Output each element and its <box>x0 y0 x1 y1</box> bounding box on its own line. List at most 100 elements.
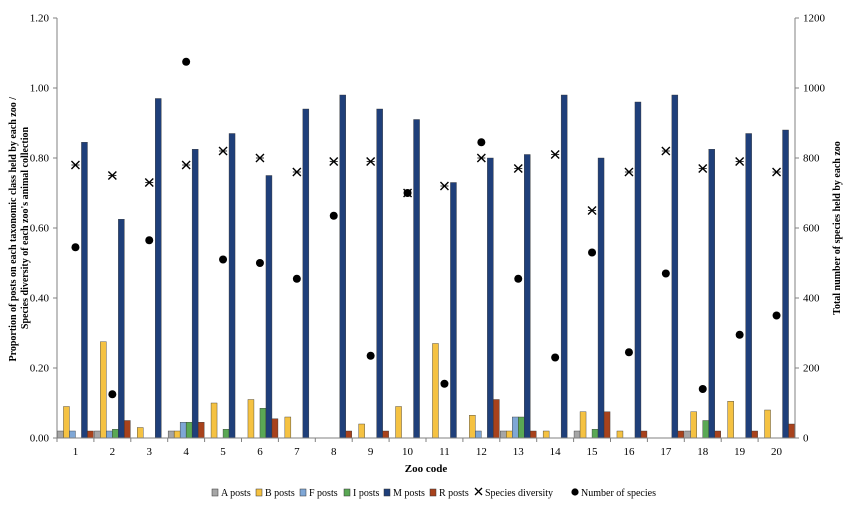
bar-m-posts <box>708 149 715 439</box>
bar-a-posts <box>57 430 64 439</box>
y2-tick-label: 1200 <box>803 13 826 25</box>
x-tick-label: 12 <box>476 446 487 458</box>
number-of-species-marker <box>477 138 486 147</box>
species-diversity-marker <box>292 167 302 177</box>
species-diversity-marker <box>366 157 376 166</box>
species-diversity-marker <box>181 160 191 170</box>
bar-m-posts <box>634 101 642 439</box>
y-tick-label: 0.60 <box>30 223 50 235</box>
bar-m-posts <box>155 98 162 439</box>
bar-r-posts <box>271 418 279 439</box>
number-of-species-marker <box>514 274 523 283</box>
number-of-species-marker <box>219 255 228 264</box>
bar-r-posts <box>124 420 131 439</box>
number-of-species-marker <box>588 248 597 257</box>
bar-m-posts <box>265 175 273 439</box>
bar-a-posts <box>167 430 175 439</box>
bar-a-posts <box>684 430 691 439</box>
bars <box>57 94 795 439</box>
bar-i-posts <box>112 429 119 439</box>
number-of-species-marker <box>182 57 191 66</box>
x-tick-label: 9 <box>368 446 374 458</box>
x-tick-label: 7 <box>294 446 300 458</box>
bar-m-posts <box>413 119 420 439</box>
bar-m-posts <box>782 129 789 439</box>
bar-f-posts <box>69 430 76 439</box>
number-of-species-marker <box>71 243 80 252</box>
legend-item: I posts <box>343 488 380 499</box>
x-tick-label: 19 <box>734 446 746 458</box>
bar-f-posts <box>179 422 187 439</box>
x-tick-label: 2 <box>110 446 116 458</box>
species-diversity-marker <box>107 171 117 180</box>
y-axis-label: Proportion of posts on each taxonomic cl… <box>8 94 31 361</box>
x-tick-label: 16 <box>623 446 635 458</box>
legend-label: B posts <box>265 488 295 499</box>
x-tick-label: 14 <box>550 446 562 458</box>
legend-label: F posts <box>309 488 338 499</box>
legend-item: M posts <box>383 488 425 499</box>
bar-r-posts <box>345 430 352 439</box>
bar-i-posts <box>518 416 525 439</box>
legend-label: M posts <box>393 488 425 499</box>
bar-r-posts <box>603 411 611 439</box>
y-tick-label: 1.00 <box>30 83 50 95</box>
bar-r-posts <box>677 430 685 439</box>
legend-swatch-dot <box>571 488 579 496</box>
bar-i-posts <box>591 429 599 439</box>
species-diversity-marker <box>772 167 782 177</box>
bar-i-posts <box>222 429 230 439</box>
bar-b-posts <box>210 402 218 439</box>
species-diversity-marker <box>70 160 80 170</box>
y2-tick-label: 800 <box>803 153 820 165</box>
bar-r-posts <box>87 430 94 439</box>
number-of-species-marker <box>329 211 338 220</box>
bar-r-posts <box>751 430 758 439</box>
species-diversity-marker <box>144 178 154 187</box>
y2-tick-label: 600 <box>803 223 820 235</box>
species-diversity-marker <box>439 181 449 191</box>
bar-b-posts <box>579 411 587 439</box>
bar-m-posts <box>671 94 679 439</box>
y-tick-label: 0.20 <box>30 363 50 375</box>
bar-r-posts <box>493 399 500 439</box>
legend-label: R posts <box>439 488 469 499</box>
y-axis-label-line-1: Proportion of posts on each taxonomic cl… <box>8 97 19 362</box>
legend-item: R posts <box>429 488 469 499</box>
x-tick-label: 8 <box>331 446 337 458</box>
bar-m-posts <box>745 133 752 439</box>
x-tick-label: 4 <box>183 446 189 458</box>
bar-m-posts <box>376 108 383 439</box>
legend-swatch <box>429 488 437 497</box>
bar-b-posts <box>690 411 697 439</box>
number-of-species-marker <box>403 189 412 197</box>
number-of-species-marker <box>772 311 781 320</box>
bar-m-posts <box>339 94 346 439</box>
bar-i-posts <box>702 420 709 439</box>
bar-a-posts <box>573 430 581 439</box>
legend-item: Species diversity <box>474 487 553 499</box>
legend-item: F posts <box>299 488 338 499</box>
y-tick-label: 1.20 <box>30 13 50 25</box>
bar-b-posts <box>137 427 144 439</box>
species-diversity-marker <box>661 146 671 156</box>
x-tick-label: 6 <box>257 446 263 458</box>
legend-item: Number of species <box>571 488 656 499</box>
legend-swatch <box>255 488 263 497</box>
species-diversity-marker <box>587 206 597 215</box>
y-tick-label: 0.00 <box>30 433 50 445</box>
legend-swatch <box>211 488 219 497</box>
number-of-species-marker <box>698 385 707 393</box>
y-axis-label-line-2: Species diversity of each zoo's animal c… <box>20 126 31 329</box>
bar-m-posts <box>597 157 605 439</box>
bar-m-posts <box>487 157 494 439</box>
x-ticks: 1 2 3 4 5 6 7 8 9 10 11 12 13 14 15 16 17 18 19 20 <box>56 438 783 458</box>
bar-b-posts <box>173 430 181 439</box>
y-tick-label: 0.80 <box>30 153 50 165</box>
bar-i-posts <box>185 422 193 439</box>
x-tick-label: 11 <box>439 446 450 458</box>
species-diversity-marker <box>218 146 228 156</box>
bar-b-posts <box>616 430 624 439</box>
number-of-species-marker <box>661 269 670 278</box>
